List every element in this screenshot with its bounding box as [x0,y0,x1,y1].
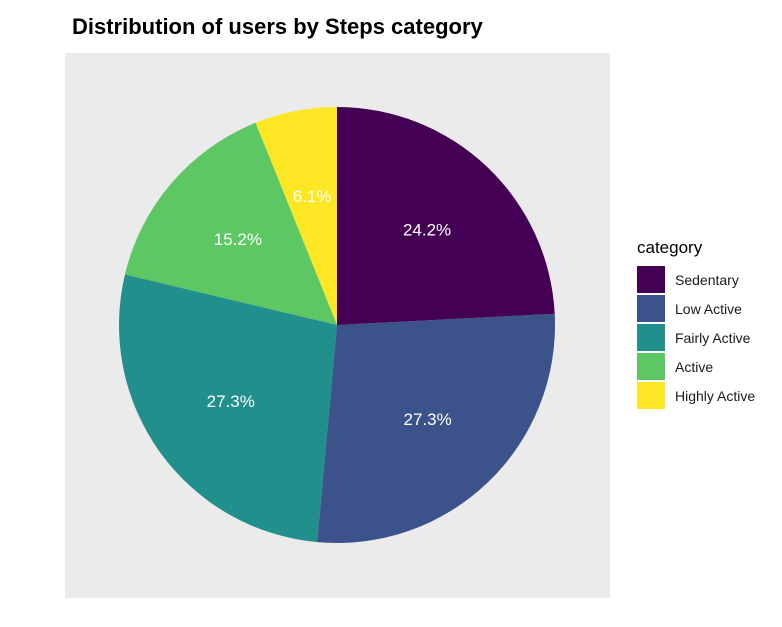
legend: category Sedentary Low Active Fairly Activ… [637,238,755,410]
pie-slices [119,107,555,544]
slice-label-sedentary: 24.2% [403,221,451,240]
legend-item: Sedentary [637,265,755,294]
legend-swatch [637,295,665,322]
pie-labels: 6.1% 15.2% 27.3% 27.3% 24.2% [207,187,452,429]
pie-slice-sedentary [337,107,555,325]
legend-label: Low Active [675,300,742,317]
legend-label: Highly Active [675,387,756,404]
legend-item: Highly Active [637,381,755,410]
legend-items: Sedentary Low Active Fairly Active Active Hi… [637,265,755,410]
legend-swatch [637,324,665,351]
legend-swatch [637,382,665,409]
legend-item: Low Active [637,294,755,323]
pie-slice-low-active [317,313,555,544]
slice-label-highly-active: 6.1% [293,187,332,206]
legend-label: Fairly Active [675,329,751,346]
legend-swatch [637,266,665,293]
slice-label-low-active: 27.3% [404,410,452,429]
slice-label-fairly-active: 27.3% [207,392,255,411]
pie-slice-active [124,122,338,325]
legend-label: Active [675,358,714,375]
legend-title: category [637,238,703,257]
pie-slice-fairly-active [119,274,337,543]
chart-title: Distribution of users by Steps category [72,14,483,39]
pie-slice-highly-active [255,107,337,325]
legend-swatch [637,353,665,380]
legend-item: Active [637,352,755,381]
slice-label-active: 15.2% [214,230,262,249]
legend-item: Fairly Active [637,323,755,352]
legend-label: Sedentary [675,271,739,288]
